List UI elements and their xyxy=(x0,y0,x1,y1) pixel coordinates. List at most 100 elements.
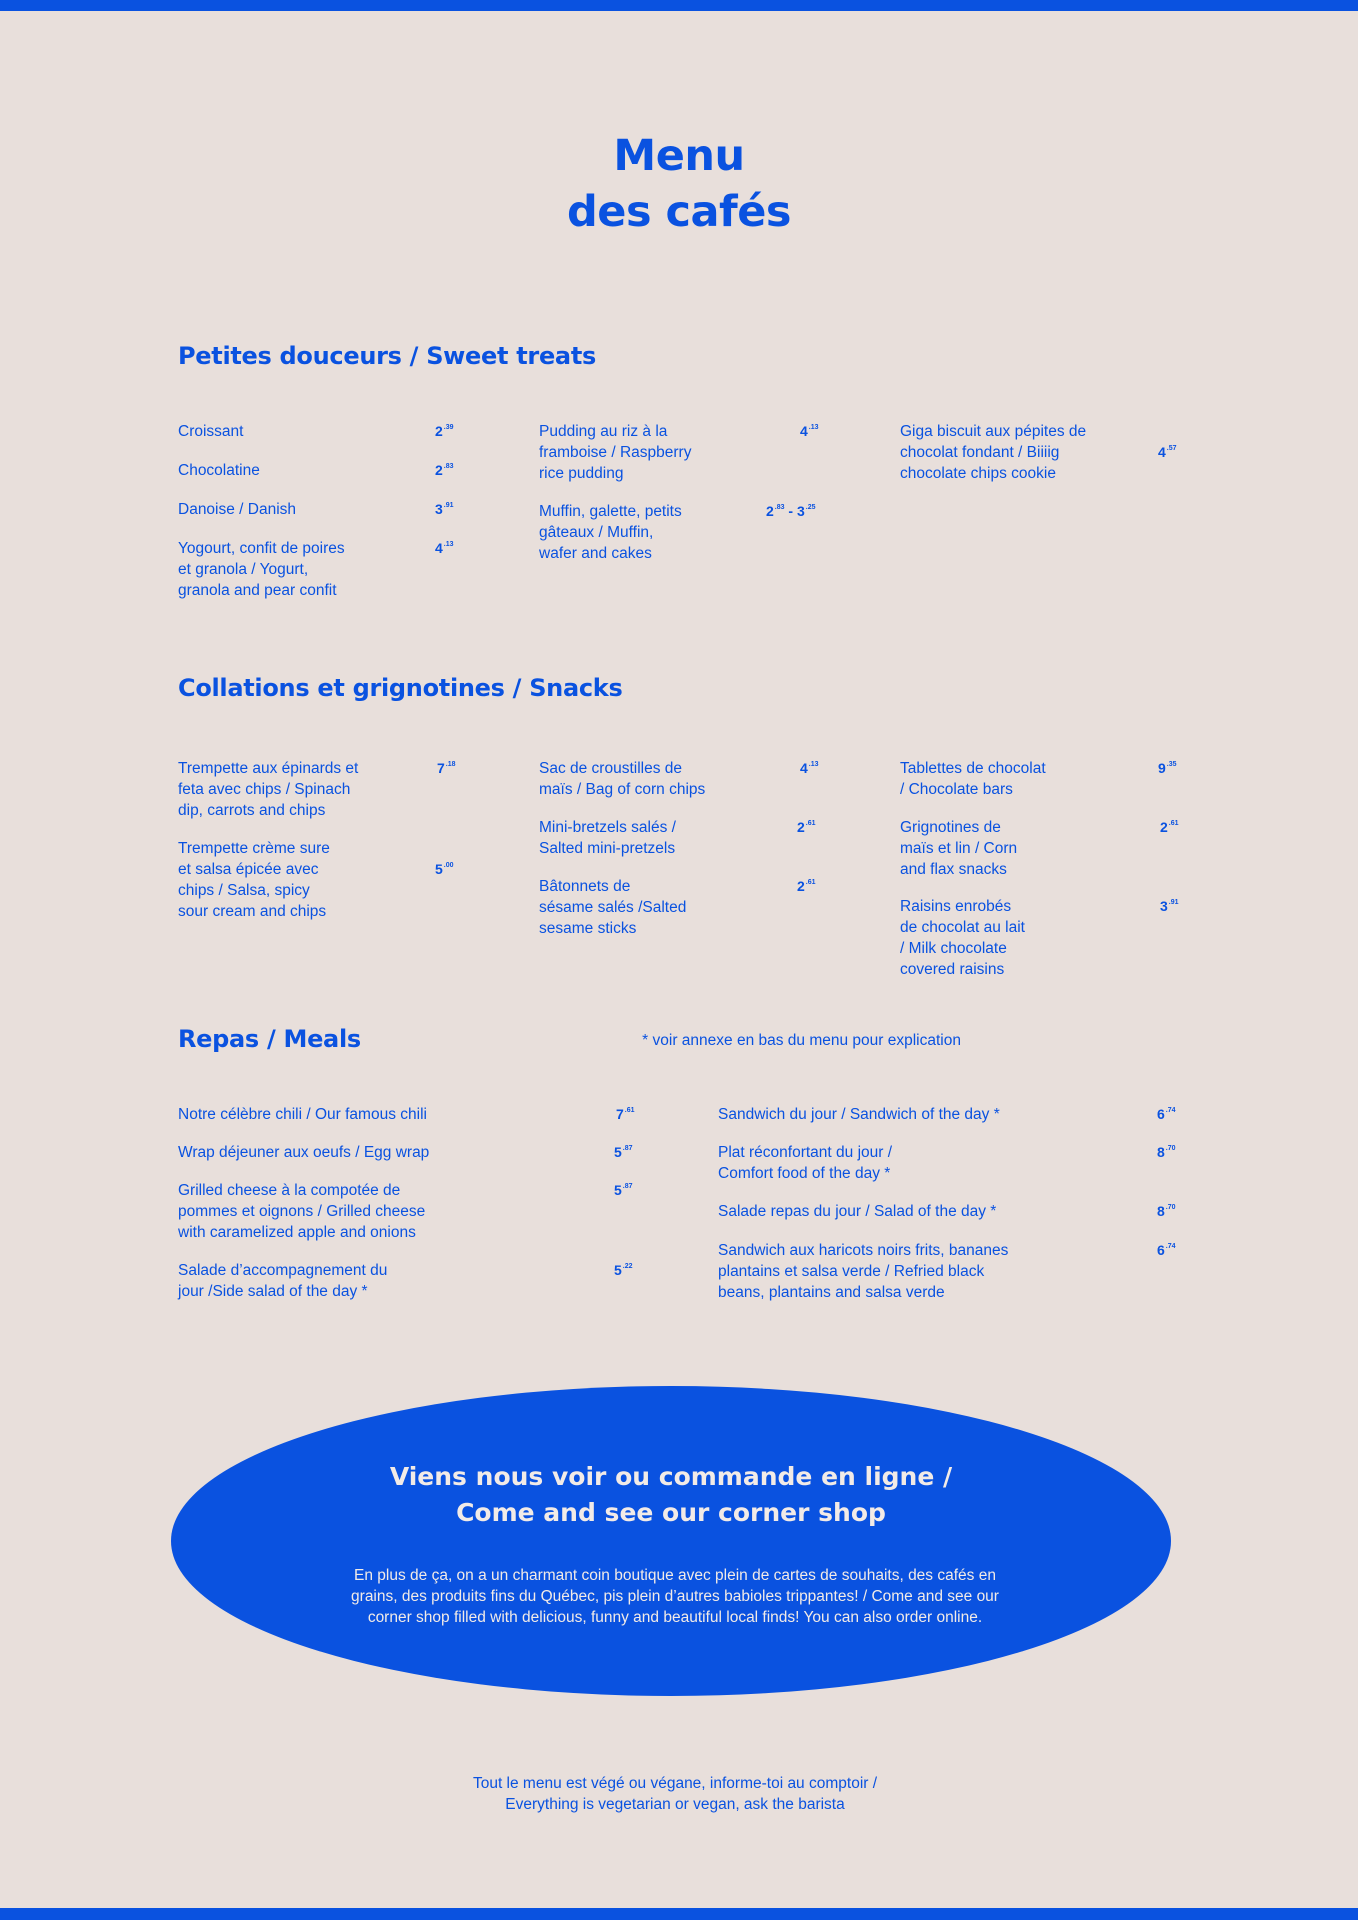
menu-item-name: Salade repas du jour / Salad of the day … xyxy=(718,1203,997,1220)
price-price: 2 xyxy=(766,503,774,519)
price-price: 9 xyxy=(1158,760,1166,776)
corner-shop-oval xyxy=(171,1386,1171,1696)
title-line-1: Menu xyxy=(613,131,745,181)
price-cents: .87 xyxy=(622,1145,633,1152)
footer-note: Tout le menu est végé ou végane, informe… xyxy=(472,1775,878,1813)
price-price: 2 xyxy=(797,819,805,835)
price-price: 5 xyxy=(614,1182,622,1198)
menu-item-price: 4.13 xyxy=(435,540,454,556)
price-cents: .83 xyxy=(443,463,454,470)
price-price: 2 xyxy=(435,423,443,439)
price-price: 6 xyxy=(1157,1106,1165,1122)
menu-item-price: 2.83 - 3.25 xyxy=(766,503,816,519)
price-price: 8 xyxy=(1157,1203,1165,1219)
menu-item-name: Giga biscuit aux pépites de chocolat fon… xyxy=(900,423,1087,482)
menu-item-name: Chocolatine xyxy=(178,462,260,479)
menu-item-price: 5.22 xyxy=(614,1262,633,1278)
menu-item-name: Sandwich du jour / Sandwich of the day * xyxy=(718,1106,1000,1123)
menu-item-price: 8.70 xyxy=(1157,1203,1176,1219)
price-price: 3 xyxy=(435,501,443,517)
menu-item-price: 5.00 xyxy=(435,861,454,877)
price-cents: .70 xyxy=(1165,1145,1176,1152)
price-price: 4 xyxy=(800,760,808,776)
menu-item-price: 9.35 xyxy=(1158,760,1177,776)
corner-shop-text: En plus de ça, on a un charmant coin bou… xyxy=(351,1567,999,1626)
menu-item-name: Wrap déjeuner aux oeufs / Egg wrap xyxy=(178,1144,430,1161)
price-cents: .61 xyxy=(805,879,816,886)
menu-item-name: Croissant xyxy=(178,423,244,440)
menu-item-name: Trempette aux épinards et feta avec chip… xyxy=(178,760,359,819)
price-price: 8 xyxy=(1157,1144,1165,1160)
price-cents: .61 xyxy=(624,1107,635,1114)
title-line-2: des cafés xyxy=(567,187,791,237)
menu-item-price: 2.83 xyxy=(435,462,454,478)
corner-shop-heading: Viens nous voir ou commande en ligne / C… xyxy=(389,1462,953,1527)
menu-item-price: 2.61 xyxy=(797,819,816,835)
price-cents: .13 xyxy=(808,761,819,768)
menu-item-name: Pudding au riz à la framboise / Raspberr… xyxy=(539,423,692,482)
price-cents: .83 xyxy=(774,504,785,511)
price-price: 6 xyxy=(1157,1242,1165,1258)
menu-item-name: Sac de croustilles de maïs / Bag of corn… xyxy=(539,760,706,798)
section-heading-snacks: Collations et grignotines / Snacks xyxy=(178,674,623,702)
price-price: 5 xyxy=(435,861,443,877)
price-cents: .74 xyxy=(1165,1243,1176,1250)
menu-item-price: 3.91 xyxy=(435,501,454,517)
menu-item-price: 4.13 xyxy=(800,760,819,776)
menu-item-price: 2.61 xyxy=(1160,819,1179,835)
price-price: 2 xyxy=(1160,819,1168,835)
menu-item-name: Grilled cheese à la compotée de pommes e… xyxy=(178,1182,426,1241)
price-price: 3 xyxy=(1160,898,1168,914)
price-cents: .74 xyxy=(1165,1107,1176,1114)
annex-note: * voir annexe en bas du menu pour explic… xyxy=(642,1032,961,1049)
menu-item-price: 7.61 xyxy=(616,1106,635,1122)
menu-item-name: Plat réconfortant du jour / Comfort food… xyxy=(718,1144,893,1182)
price-price: 4 xyxy=(435,540,443,556)
menu-item-name: Salade d’accompagnement du jour /Side sa… xyxy=(178,1262,388,1300)
price-price: 2 xyxy=(435,462,443,478)
menu-item-name: Muffin, galette, petits gâteaux / Muffin… xyxy=(539,503,682,562)
menu-item-name: Trempette crème sure et salsa épicée ave… xyxy=(178,840,330,920)
price-cents: .35 xyxy=(1166,761,1177,768)
price-cents: .13 xyxy=(808,424,819,431)
menu-item-price: 6.74 xyxy=(1157,1106,1176,1122)
page-title: Menu des cafés xyxy=(0,128,1358,240)
menu-item-name: Mini-bretzels salés / Salted mini-pretze… xyxy=(539,819,676,857)
menu-item-price: 3.91 xyxy=(1160,898,1179,914)
bottom-bar xyxy=(0,1908,1358,1920)
price-cents: .87 xyxy=(622,1183,633,1190)
price-cents: .00 xyxy=(443,862,454,869)
price-price: 5 xyxy=(614,1144,622,1160)
menu-item-name: Raisins enrobés de chocolat au lait / Mi… xyxy=(900,898,1025,978)
top-bar xyxy=(0,0,1358,11)
section-heading-meals: Repas / Meals xyxy=(178,1025,361,1053)
price-price2: - 3 xyxy=(784,503,805,519)
price-cents: .22 xyxy=(622,1263,633,1270)
menu-item-price: 5.87 xyxy=(614,1144,633,1160)
menu-item-name: Danoise / Danish xyxy=(178,501,297,518)
price-price: 7 xyxy=(437,760,445,776)
menu-item-price: 2.39 xyxy=(435,423,454,439)
menu-item-price: 8.70 xyxy=(1157,1144,1176,1160)
price-cents: .61 xyxy=(1168,820,1179,827)
menu-item-price: 6.74 xyxy=(1157,1242,1176,1258)
menu-item-price: 5.87 xyxy=(614,1182,633,1198)
menu-item-name: Grignotines de maïs et lin / Corn and fl… xyxy=(900,819,1018,878)
price-price: 4 xyxy=(1158,444,1166,460)
price-cents: .61 xyxy=(805,820,816,827)
menu-item-name: Tablettes de chocolat / Chocolate bars xyxy=(900,760,1046,798)
menu-item-name: Sandwich aux haricots noirs frits, banan… xyxy=(718,1242,1009,1301)
price-cents2: .25 xyxy=(805,504,816,511)
menu-item-price: 4.13 xyxy=(800,423,819,439)
menu-item-name: Yogourt, confit de poires et granola / Y… xyxy=(178,540,345,599)
price-cents: .18 xyxy=(445,761,456,768)
price-cents: .39 xyxy=(443,424,454,431)
price-price: 7 xyxy=(616,1106,624,1122)
price-cents: .91 xyxy=(1168,899,1179,906)
menu-item-price: 4.57 xyxy=(1158,444,1177,460)
price-price: 2 xyxy=(797,878,805,894)
price-cents: .70 xyxy=(1165,1204,1176,1211)
price-cents: .13 xyxy=(443,541,454,548)
price-cents: .57 xyxy=(1166,445,1177,452)
menu-item-name: Bâtonnets de sésame salés /Salted sesame… xyxy=(539,878,687,937)
